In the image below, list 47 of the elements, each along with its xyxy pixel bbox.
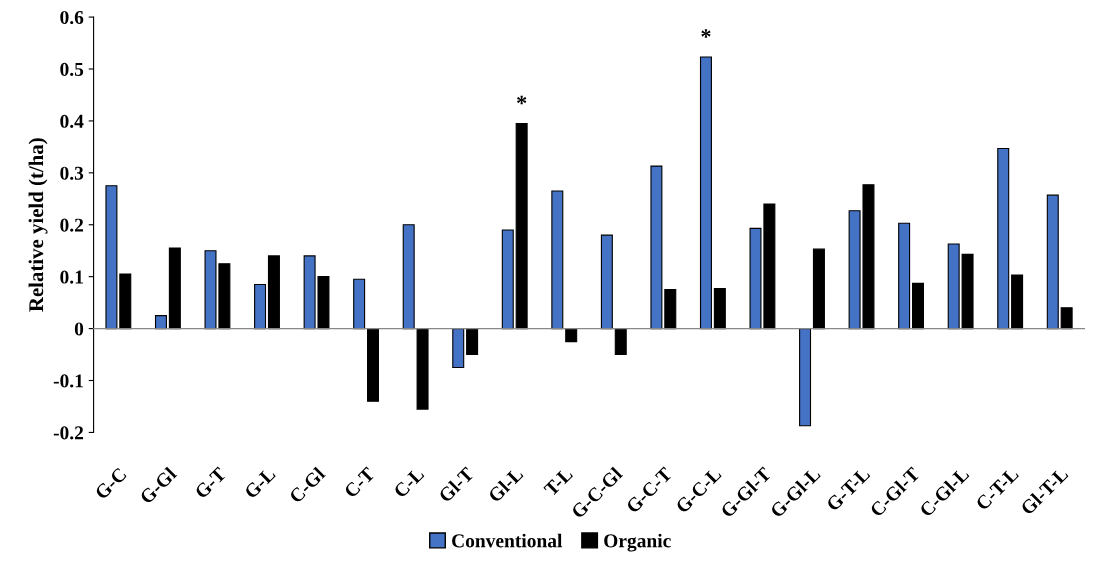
legend-label: Conventional [452,533,563,548]
bar [565,328,578,343]
bar [1060,307,1073,330]
x-tick-label: G-C [94,467,127,500]
bar [154,315,167,330]
bar [1046,194,1059,330]
bar [353,278,366,330]
bar [367,328,380,402]
bar [254,283,267,330]
y-tick-label: 0.3 [60,166,84,180]
bar [168,247,181,330]
bar [416,328,429,410]
bar [912,282,925,330]
y-tick-label: 0 [74,322,84,336]
y-tick-label: 0.6 [60,10,84,25]
x-tick-label: T-L [543,466,574,497]
bar [799,328,812,427]
bar [267,255,280,330]
x-tick-label: C-T [343,466,376,499]
bar [515,122,528,330]
bar [402,224,415,330]
y-tick-label: 0.5 [60,62,84,77]
annotation: * [517,95,527,105]
annotation: * [701,29,711,38]
bar [898,222,911,330]
bar [997,147,1010,330]
y-tick-label: 0.4 [60,114,84,128]
bar [551,190,564,330]
y-tick-label: 0.2 [60,218,84,232]
bar [699,56,712,330]
y-axis-title: Relative yield (t/ha) [28,138,48,312]
bar [466,328,479,356]
y-tick-label: 0.1 [60,270,83,284]
bar [600,234,613,330]
bar [812,248,825,330]
x-tick-label: C-L [393,466,425,499]
bar [501,229,514,330]
x-tick-label: G-T [194,466,227,500]
bar [614,328,627,356]
bar [1011,274,1024,330]
x-tick-label: G-L [243,466,277,500]
y-tick-label: -0.1 [53,374,83,388]
y-tick-label: -0.2 [53,426,84,440]
bar [713,288,726,330]
bar [452,328,465,369]
x-tick-label: Gl-L [487,466,524,504]
legend-label: Organic [604,533,671,552]
